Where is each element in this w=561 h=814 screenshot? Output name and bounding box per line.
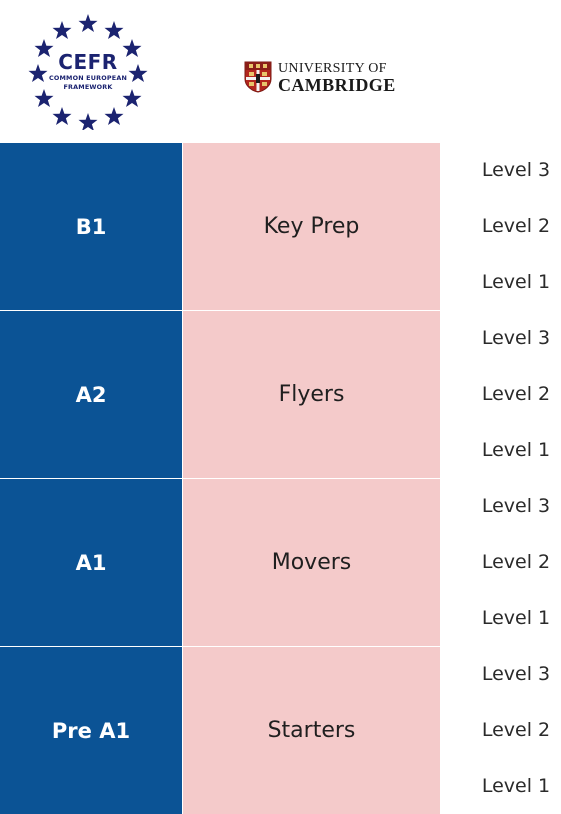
levels-table: B1 Key Prep Level 3 Level 2 Level 1 A2 F… [0,143,561,814]
sub-levels-cell: Level 3 Level 2 Level 1 [440,143,561,310]
sub-level-2: Level 2 [481,383,551,405]
cambridge-logo: UNIVERSITY OF CAMBRIDGE [244,61,404,95]
sub-level-3: Level 3 [481,327,551,349]
exam-name-cell: Flyers [183,311,440,478]
sub-level-2: Level 2 [481,215,551,237]
sub-level-2: Level 2 [481,551,551,573]
table-row-a1: A1 Movers Level 3 Level 2 Level 1 [0,479,561,647]
table-row-pre-a1: Pre A1 Starters Level 3 Level 2 Level 1 [0,647,561,814]
table-row-a2: A2 Flyers Level 3 Level 2 Level 1 [0,311,561,479]
cefr-level-cell: A1 [0,479,182,646]
cefr-logo-subtitle-2: FRAMEWORK [63,83,113,91]
sub-level-1: Level 1 [481,271,551,293]
cambridge-wordmark: UNIVERSITY OF CAMBRIDGE [278,61,396,94]
sub-levels-cell: Level 3 Level 2 Level 1 [440,647,561,814]
cambridge-line-2: CAMBRIDGE [278,75,396,95]
star-ring-icon [28,14,148,130]
cefr-logo-title: CEFR [58,50,118,74]
exam-name-cell: Movers [183,479,440,646]
sub-levels-cell: Level 3 Level 2 Level 1 [440,311,561,478]
cambridge-line-1: UNIVERSITY OF [278,61,387,76]
sub-level-1: Level 1 [481,775,551,797]
exam-name-cell: Starters [183,647,440,814]
sub-level-3: Level 3 [481,663,551,685]
cefr-level-cell: A2 [0,311,182,478]
cefr-level-cell: B1 [0,143,182,310]
sub-level-3: Level 3 [481,495,551,517]
cefr-level-cell: Pre A1 [0,647,182,814]
cambridge-shield-icon [244,61,272,93]
header: CEFR COMMON EUROPEAN FRAMEWORK UNIVERSIT… [0,0,561,143]
sub-level-3: Level 3 [481,159,551,181]
cefr-logo: CEFR COMMON EUROPEAN FRAMEWORK [26,12,150,130]
sub-level-1: Level 1 [481,439,551,461]
exam-name-cell: Key Prep [183,143,440,310]
sub-level-1: Level 1 [481,607,551,629]
cefr-logo-subtitle-1: COMMON EUROPEAN [48,74,128,82]
sub-levels-cell: Level 3 Level 2 Level 1 [440,479,561,646]
table-row-b1: B1 Key Prep Level 3 Level 2 Level 1 [0,143,561,311]
sub-level-2: Level 2 [481,719,551,741]
